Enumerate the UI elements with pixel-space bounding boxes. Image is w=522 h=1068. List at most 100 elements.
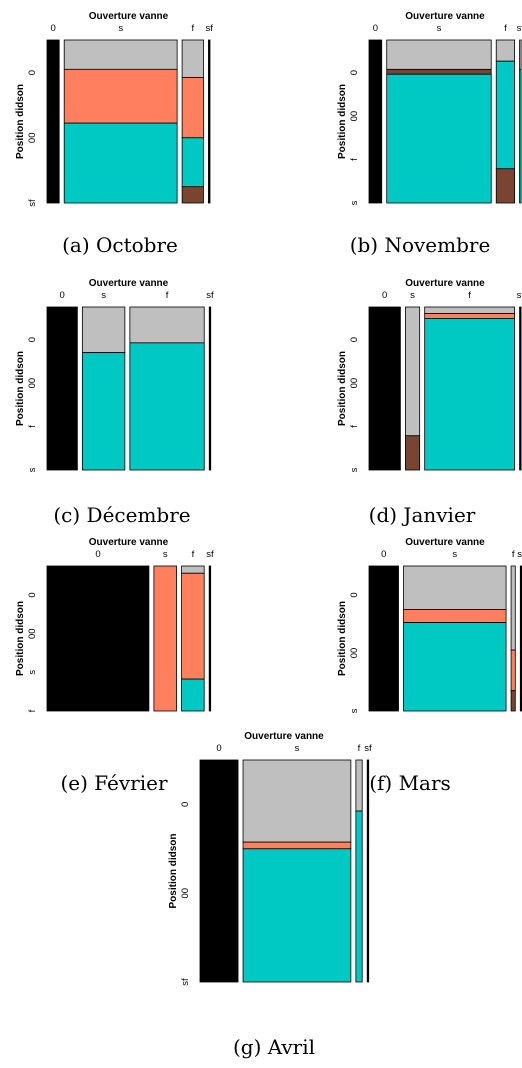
y-tick-label: f xyxy=(349,425,360,428)
mosaic-column-sf xyxy=(519,306,522,471)
mosaic-cell-f-1 xyxy=(355,759,363,812)
mosaic-cell-sf-1 xyxy=(519,306,522,471)
x-axis-title: Ouverture vanne xyxy=(405,537,485,548)
panel-caption: (e) Février xyxy=(60,771,168,795)
mosaic-column-0 xyxy=(368,565,399,712)
x-tick-label: f xyxy=(191,23,194,34)
x-tick-label: s xyxy=(101,290,106,301)
y-tick-label: 0 xyxy=(349,70,360,75)
mosaic-cell-0-1 xyxy=(46,306,78,471)
mosaic-column-0 xyxy=(199,759,239,983)
x-tick-label: s xyxy=(452,549,457,560)
mosaic-column-s xyxy=(404,306,421,471)
y-tick-label: 00 xyxy=(349,111,360,122)
x-tick-label: sf xyxy=(517,290,522,301)
x-tick-label: s xyxy=(295,743,300,754)
mosaic-cell-0-1 xyxy=(46,39,60,204)
y-axis-title: Position didson xyxy=(15,351,26,426)
mosaic-column-s xyxy=(242,759,352,983)
x-tick-label: 0 xyxy=(382,290,387,301)
mosaic-cell-s-3 xyxy=(63,122,178,204)
mosaic-column-f xyxy=(510,565,516,712)
x-tick-label: sf xyxy=(517,23,522,34)
y-tick-label: s xyxy=(349,467,360,472)
x-tick-label: sf xyxy=(517,549,522,560)
x-tick-label: 0 xyxy=(60,290,65,301)
mosaic-cell-f-2 xyxy=(355,810,363,983)
mosaic-column-f xyxy=(424,306,515,471)
mosaic-cell-s-2 xyxy=(404,435,421,471)
y-axis-title: Position didson xyxy=(337,601,348,676)
y-tick-label: 00 xyxy=(349,378,360,389)
mosaic-cell-f-1 xyxy=(510,565,516,651)
panel-caption: (g) Avril xyxy=(233,1035,315,1059)
y-tick-label: sf xyxy=(27,199,38,207)
mosaic-cell-f-1 xyxy=(181,565,205,574)
mosaic-cell-s-3 xyxy=(386,73,492,204)
mosaic-column-sf xyxy=(519,39,522,204)
mosaic-cell-f-3 xyxy=(181,137,204,188)
mosaic-cell-s-2 xyxy=(403,609,507,623)
mosaic-column-s xyxy=(386,39,492,204)
x-tick-label: sf xyxy=(206,549,214,560)
x-tick-label: sf xyxy=(206,23,214,34)
x-tick-label: f xyxy=(504,23,507,34)
x-tick-label: 0 xyxy=(216,743,221,754)
mosaic-cell-f-4 xyxy=(181,186,204,204)
y-tick-label: 0 xyxy=(180,802,191,807)
mosaic-column-0 xyxy=(368,306,401,471)
mosaic-cell-s-1 xyxy=(404,306,421,437)
mosaic-column-f xyxy=(355,759,363,983)
x-tick-label: f xyxy=(512,549,515,560)
mosaic-column-0 xyxy=(46,39,60,204)
mosaic-column-f xyxy=(181,565,205,712)
y-tick-label: 0 xyxy=(349,337,360,342)
x-axis-title: Ouverture vanne xyxy=(89,11,169,22)
mosaic-column-f xyxy=(181,39,204,204)
mosaic-cell-s-3 xyxy=(403,622,507,712)
mosaic-column-0 xyxy=(46,565,150,712)
y-tick-label: f xyxy=(27,425,38,428)
mosaic-cell-s-2 xyxy=(81,352,126,471)
x-axis-title: Ouverture vanne xyxy=(405,11,485,22)
y-axis-title: Position didson xyxy=(168,834,179,909)
y-tick-label: 00 xyxy=(180,888,191,899)
y-tick-label: 00 xyxy=(27,133,38,144)
x-axis-title: Ouverture vanne xyxy=(244,731,324,742)
x-tick-label: sf xyxy=(206,290,214,301)
x-tick-label: 0 xyxy=(50,23,55,34)
mosaic-cell-sf-1 xyxy=(208,39,211,204)
mosaic-cell-s-1 xyxy=(81,306,126,354)
mosaic-cell-0-1 xyxy=(199,759,239,983)
mosaic-cell-f-3 xyxy=(495,168,515,204)
mosaic-column-sf xyxy=(208,565,212,712)
x-tick-label: f xyxy=(468,290,471,301)
y-tick-label: f xyxy=(27,709,38,712)
y-axis-title: Position didson xyxy=(15,84,26,159)
mosaic-column-s xyxy=(63,39,178,204)
mosaic-column-s xyxy=(153,565,177,712)
mosaic-cell-f-1 xyxy=(181,39,204,78)
x-tick-label: 0 xyxy=(381,549,386,560)
x-tick-label: 0 xyxy=(95,549,100,560)
mosaic-cell-f-1 xyxy=(495,39,515,62)
x-axis-title: Ouverture vanne xyxy=(405,278,485,289)
mosaic-cell-s-2 xyxy=(63,68,178,124)
mosaic-cell-s-3 xyxy=(242,848,352,983)
mosaic-cell-f-2 xyxy=(510,649,516,692)
y-tick-label: s xyxy=(349,708,360,713)
y-tick-label: 0 xyxy=(27,592,38,597)
mosaic-column-f xyxy=(129,306,205,471)
mosaic-cell-f-3 xyxy=(181,678,205,712)
mosaic-cell-s-2 xyxy=(242,841,352,850)
y-tick-label: 00 xyxy=(349,648,360,659)
y-tick-label: s xyxy=(349,200,360,205)
mosaic-cell-sf-1 xyxy=(519,39,522,70)
y-tick-label: s xyxy=(27,670,38,675)
mosaic-cell-s-2 xyxy=(386,68,492,75)
